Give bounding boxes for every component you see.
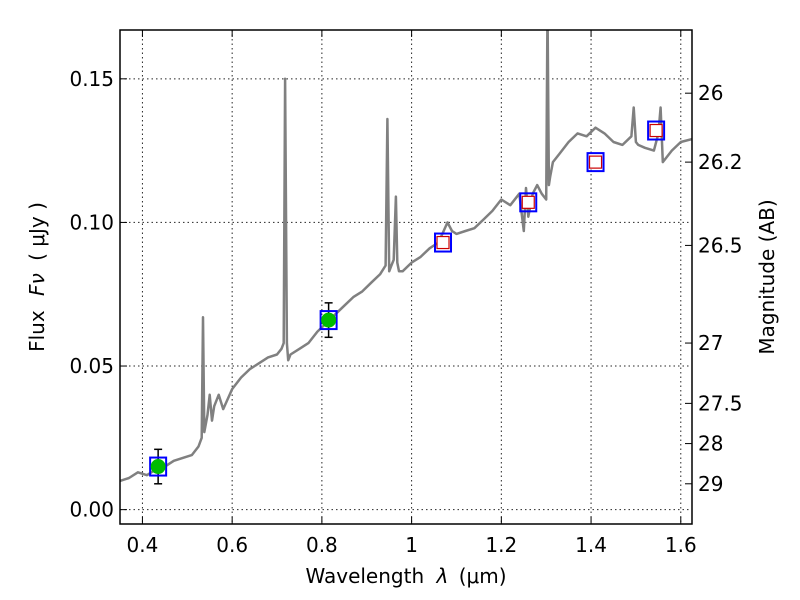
y2-tick-label: 28 bbox=[698, 432, 723, 456]
x-tick-label: 1.6 bbox=[665, 533, 697, 557]
y-axis-label: Flux Fν ( μJy ) bbox=[25, 202, 49, 352]
plot-background bbox=[120, 30, 692, 524]
y2-tick-label: 27.5 bbox=[698, 391, 743, 415]
spectrum-line bbox=[120, 30, 692, 483]
tick-layer: 0.4 0.6 0.8 1 1.2 1.4 1.6 0.00 0.05 0.10 0.15 26 26.… bbox=[69, 30, 743, 557]
model-flux-box bbox=[149, 456, 168, 477]
model-flux-box bbox=[586, 152, 605, 173]
x-tick-label: 0.4 bbox=[127, 533, 159, 557]
upper-limit-marker bbox=[588, 155, 603, 169]
y2-tick-label: 29 bbox=[698, 472, 723, 496]
grid-lines bbox=[120, 30, 692, 524]
upper-limit-marker bbox=[436, 235, 450, 250]
x-tick-label: 0.6 bbox=[216, 533, 248, 557]
y-axis-label-symbol: Fν bbox=[25, 273, 49, 296]
model-flux-box bbox=[319, 310, 338, 331]
y2-tick-label: 26.2 bbox=[698, 150, 743, 174]
model-flux-box bbox=[519, 192, 538, 213]
y-axis-label-text: Flux bbox=[25, 310, 49, 352]
y-tick-label: 0.05 bbox=[69, 354, 114, 378]
x-axis-label-symbol: λ bbox=[436, 564, 449, 588]
y2-axis-label: Magnitude (AB) bbox=[755, 199, 779, 354]
series-layer bbox=[120, 30, 692, 483]
x-tick-label: 0.8 bbox=[306, 533, 338, 557]
detection-marker bbox=[321, 312, 337, 328]
y2-tick-label: 26.5 bbox=[698, 233, 743, 257]
model-flux-box bbox=[647, 120, 666, 141]
x-axis-label-units: (μm) bbox=[459, 564, 507, 588]
y-tick-label: 0.10 bbox=[69, 210, 114, 234]
upper-limit-marker bbox=[649, 123, 663, 138]
y-tick-label: 0.15 bbox=[69, 67, 114, 91]
model-flux-box bbox=[434, 232, 453, 253]
y2-tick-label: 27 bbox=[698, 331, 723, 355]
photometry-layer bbox=[149, 120, 666, 485]
y-axis-label-units: ( μJy ) bbox=[25, 202, 49, 261]
x-axis-label-text: Wavelength bbox=[305, 564, 424, 588]
x-tick-label: 1.2 bbox=[485, 533, 517, 557]
detection-marker bbox=[150, 459, 166, 475]
y2-tick-label: 26 bbox=[698, 81, 723, 105]
plot-frame bbox=[119, 29, 693, 525]
upper-limit-marker bbox=[521, 195, 535, 209]
y-tick-label: 0.00 bbox=[69, 498, 114, 522]
x-tick-label: 1 bbox=[405, 533, 418, 557]
x-axis-label: Wavelength λ (μm) bbox=[305, 564, 506, 588]
x-tick-label: 1.4 bbox=[575, 533, 607, 557]
